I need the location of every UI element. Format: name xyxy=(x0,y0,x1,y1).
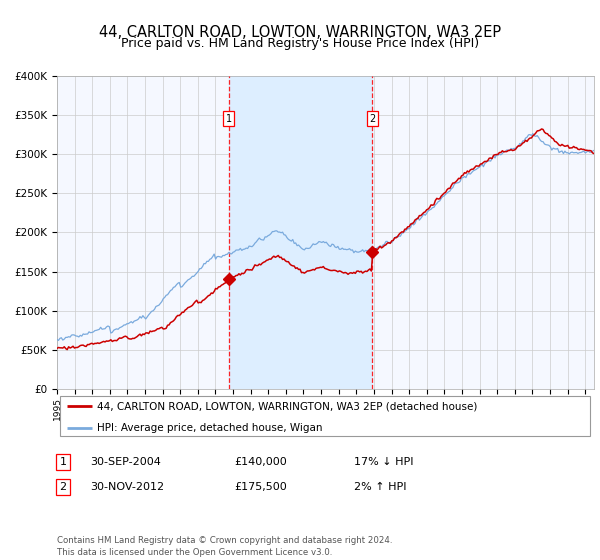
Text: 17% ↓ HPI: 17% ↓ HPI xyxy=(354,457,413,467)
Text: 30-SEP-2004: 30-SEP-2004 xyxy=(90,457,161,467)
FancyBboxPatch shape xyxy=(59,395,590,436)
Text: Price paid vs. HM Land Registry's House Price Index (HPI): Price paid vs. HM Land Registry's House … xyxy=(121,37,479,50)
Text: 44, CARLTON ROAD, LOWTON, WARRINGTON, WA3 2EP (detached house): 44, CARLTON ROAD, LOWTON, WARRINGTON, WA… xyxy=(97,401,478,411)
Text: 30-NOV-2012: 30-NOV-2012 xyxy=(90,482,164,492)
Text: £175,500: £175,500 xyxy=(234,482,287,492)
Text: 44, CARLTON ROAD, LOWTON, WARRINGTON, WA3 2EP: 44, CARLTON ROAD, LOWTON, WARRINGTON, WA… xyxy=(99,25,501,40)
Text: 1: 1 xyxy=(226,114,232,124)
Bar xyxy=(229,76,373,389)
Text: HPI: Average price, detached house, Wigan: HPI: Average price, detached house, Wiga… xyxy=(97,423,323,432)
Text: Contains HM Land Registry data © Crown copyright and database right 2024.
This d: Contains HM Land Registry data © Crown c… xyxy=(57,536,392,557)
Text: £140,000: £140,000 xyxy=(234,457,287,467)
Text: 2: 2 xyxy=(59,482,67,492)
Text: 2% ↑ HPI: 2% ↑ HPI xyxy=(354,482,407,492)
Text: 2: 2 xyxy=(370,114,376,124)
Text: 1: 1 xyxy=(59,457,67,467)
